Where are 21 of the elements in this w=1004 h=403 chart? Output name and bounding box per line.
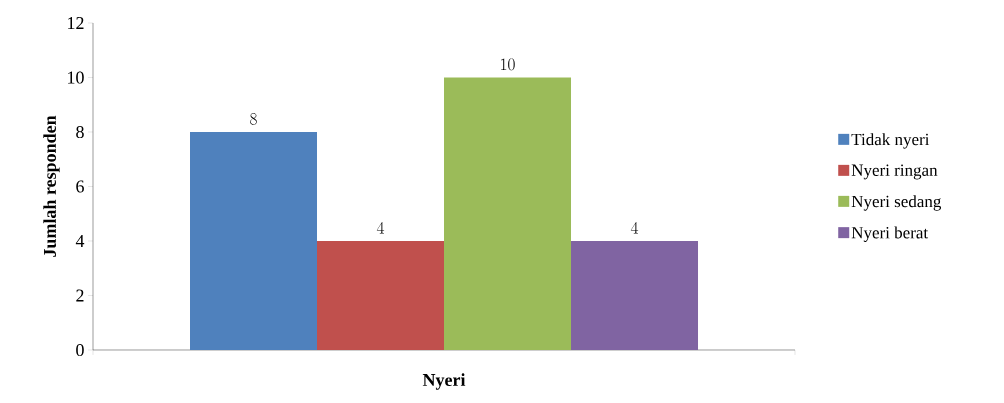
x-axis-title: Nyeri	[422, 373, 466, 390]
bar	[317, 241, 445, 350]
y-tick-label: 12	[68, 17, 84, 29]
y-tick-label: 8	[76, 125, 84, 139]
data-label: 10	[501, 58, 515, 71]
data-label: 8	[250, 113, 257, 125]
bar	[571, 241, 699, 350]
legend-label: Nyeri ringan	[851, 164, 938, 180]
y-tick-label: 2	[76, 289, 84, 302]
legend-label: Nyeri berat	[851, 226, 929, 242]
bar	[190, 132, 317, 350]
data-label: 4	[376, 221, 385, 234]
data-label: 4	[630, 221, 639, 234]
y-tick-label: 0	[76, 343, 84, 357]
y-tick-label: 6	[76, 180, 84, 193]
legend-label: Tidak nyeri	[851, 133, 930, 149]
legend-label: Nyeri sedang	[851, 195, 942, 211]
y-axis-title: Jumlah responden	[43, 115, 60, 257]
y-tick-label: 4	[75, 235, 85, 247]
bar	[444, 77, 572, 350]
y-tick-label: 10	[68, 71, 84, 84]
